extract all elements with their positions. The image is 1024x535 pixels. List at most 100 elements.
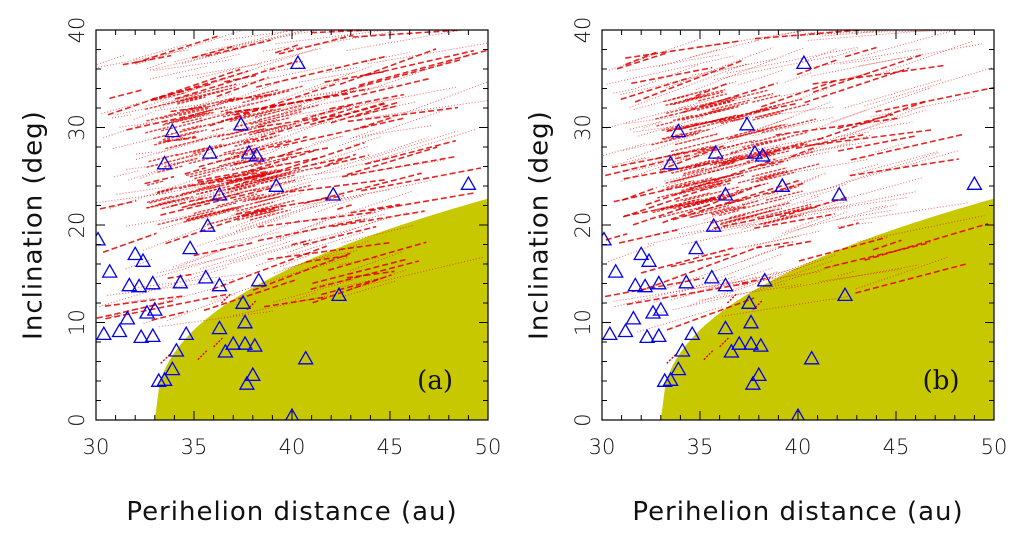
simulated-track [234,168,279,181]
simulated-track [353,136,381,146]
simulated-track [347,106,459,123]
simulated-track [798,236,887,262]
simulated-track [133,111,154,120]
simulated-track [256,199,296,211]
plot-area [602,30,994,420]
simulated-track [652,196,713,214]
observed-point [633,245,650,261]
observed-point [795,54,813,70]
simulated-track [254,188,299,201]
simulated-track [613,172,742,203]
simulated-track [850,133,964,161]
simulated-track [315,137,428,176]
simulated-track [855,263,968,294]
simulated-track [692,58,778,76]
simulated-track [655,114,672,120]
simulated-track [605,154,691,177]
simulated-track [613,280,743,302]
simulated-track [666,297,755,331]
simulated-track [352,125,432,138]
simulated-track [756,171,795,183]
simulated-track [236,197,336,232]
simulated-track [658,205,707,219]
simulated-track [656,120,675,127]
simulated-track [682,229,755,245]
simulated-track [674,182,723,196]
simulated-track [675,192,711,202]
simulated-track [709,157,737,166]
observed-point [238,375,256,390]
simulated-track [224,74,256,83]
observed-point [201,144,218,159]
simulated-track [694,198,714,205]
simulated-track [189,167,227,178]
observed-point [638,328,656,344]
simulated-track [677,108,722,121]
observed-point [717,277,734,292]
simulated-track [616,51,670,70]
simulated-track [242,178,320,203]
simulated-track [256,55,386,88]
simulated-track [302,225,377,246]
simulated-track [675,133,718,145]
simulated-track [197,170,268,184]
observed-point [199,217,216,232]
observed-point [607,263,624,278]
simulated-track [212,245,328,291]
simulated-track [754,213,835,229]
observed-point [744,375,762,390]
simulated-track [182,124,201,131]
simulated-track [718,95,739,102]
simulated-track [862,30,955,57]
observed-point [740,294,758,309]
simulated-track [149,65,207,80]
simulated-track [722,143,852,170]
x-tick-label: 45 [377,435,404,459]
y-axis-title: Inclination (deg) [19,110,49,340]
observed-point [687,240,705,255]
simulated-track [872,239,902,251]
simulated-track [718,107,774,123]
simulated-track [875,86,994,113]
simulated-track [162,130,199,141]
simulated-track [337,203,355,211]
simulated-track [201,211,231,220]
simulated-track [844,46,877,58]
simulated-track [263,145,289,152]
simulated-track [812,64,945,85]
simulated-track [184,58,284,94]
simulated-track [837,270,856,277]
simulated-track [181,181,231,195]
simulated-track [869,40,975,78]
observed-point [703,269,720,284]
simulated-track [103,93,234,139]
simulated-track [638,116,705,137]
simulated-track [346,146,438,176]
simulated-track [185,96,236,111]
simulated-track [621,144,721,182]
simulated-track [164,111,211,125]
simulated-track [703,192,780,221]
simulated-track [605,233,628,241]
simulated-track [676,180,727,195]
simulated-track [338,180,432,200]
observed-point [684,325,701,341]
simulated-track [726,292,738,304]
simulated-track [280,48,317,61]
simulated-track [803,200,823,204]
observed-point [640,252,658,267]
simulated-track [324,70,387,83]
simulated-track [752,112,781,121]
observed-point [217,343,234,358]
simulated-track [821,30,895,37]
simulated-track [222,108,255,118]
simulated-track [195,184,257,202]
simulated-track [731,145,781,160]
simulated-track [673,196,719,210]
simulated-track [807,30,936,41]
simulated-track [367,42,488,65]
observed-point [121,277,138,292]
simulated-track [358,49,487,86]
simulated-track [178,129,207,138]
